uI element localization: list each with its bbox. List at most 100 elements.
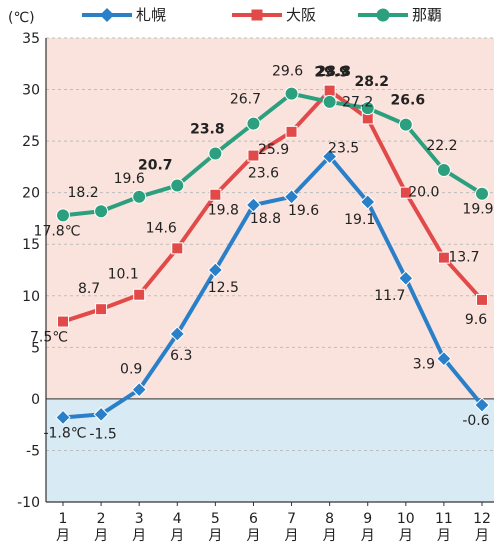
data-label: 23.6 — [248, 166, 279, 182]
series-line — [62, 154, 484, 420]
x-tick-suffix: 月 — [323, 528, 337, 544]
data-point — [170, 178, 185, 193]
y-tick-label: 25 — [22, 134, 40, 150]
data-label: 18.8 — [250, 211, 281, 227]
x-tick-label: 4 — [173, 511, 182, 527]
series-markers — [55, 84, 490, 426]
data-point — [476, 293, 488, 306]
y-tick-label: 5 — [31, 340, 40, 356]
data-point — [398, 270, 414, 286]
data-point — [474, 397, 490, 413]
x-tick-label: 7 — [287, 511, 296, 527]
legend: 札幌 大阪 那覇 — [82, 6, 442, 24]
x-tick-suffix: 月 — [208, 528, 222, 544]
data-label: 14.6 — [146, 220, 177, 236]
data-label: 3.9 — [413, 357, 435, 373]
series-line — [62, 88, 484, 324]
data-labels: -1.8℃ -1.5 0.9 6.3 12.5 18.8 19.6 23.5 19.1 11.7 3… — [30, 64, 494, 443]
x-tick-label: 1 — [59, 511, 68, 527]
x-tick-suffix: 月 — [285, 528, 299, 544]
data-point — [399, 186, 412, 199]
data-point — [285, 125, 298, 138]
data-label: 18.2 — [68, 185, 99, 201]
x-tick-label: 9 — [363, 511, 372, 527]
data-label: 26.6 — [391, 93, 426, 109]
x-tick-suffix: 月 — [475, 528, 489, 544]
data-point — [398, 117, 413, 132]
data-label: 20.0 — [408, 185, 439, 201]
y-tick-label: 0 — [31, 392, 40, 408]
data-label: 12.5 — [208, 280, 239, 296]
data-label: 23.8 — [190, 121, 225, 137]
data-point — [171, 242, 184, 255]
data-label: 26.7 — [230, 92, 261, 108]
data-label: 10.1 — [108, 267, 139, 283]
data-point — [321, 148, 338, 165]
data-label: 6.3 — [170, 348, 192, 364]
legend-marker — [376, 8, 390, 22]
data-point — [437, 251, 450, 264]
data-point — [131, 381, 147, 398]
data-point — [245, 197, 262, 213]
data-label: 8.7 — [78, 281, 100, 297]
x-tick-suffix: 月 — [246, 528, 260, 544]
x-tick-label: 3 — [135, 511, 144, 527]
data-point — [360, 101, 375, 116]
x-tick-label: 2 — [97, 511, 106, 527]
x-tick-label: 10 — [397, 511, 415, 527]
data-label: 19.6 — [114, 171, 145, 187]
axes: 35302520151050-5-101月2月3月4月5月6月7月8月9月10月… — [17, 31, 494, 544]
x-tick-suffix: 月 — [170, 528, 184, 544]
data-label: 20.7 — [138, 157, 173, 173]
data-label: 9.6 — [465, 312, 487, 328]
data-point — [323, 84, 336, 97]
data-point — [132, 189, 147, 204]
data-label: 29.6 — [272, 64, 303, 80]
data-label: 19.1 — [344, 212, 375, 228]
data-point — [207, 262, 224, 278]
data-point — [208, 146, 223, 161]
x-tick-suffix: 月 — [361, 528, 375, 544]
legend-label: 那覇 — [412, 6, 442, 24]
data-point — [56, 208, 70, 223]
data-label: 28.8 — [316, 64, 351, 80]
data-point — [247, 149, 260, 162]
data-label: 23.5 — [328, 141, 359, 157]
x-tick-label: 11 — [435, 511, 453, 527]
data-label: 28.2 — [354, 74, 389, 90]
x-tick-suffix: 月 — [94, 528, 108, 544]
data-label: -1.8℃ — [43, 425, 86, 441]
y-tick-label: 35 — [22, 31, 40, 47]
data-point — [94, 204, 109, 219]
data-point — [360, 194, 376, 210]
data-point — [55, 409, 71, 426]
data-point — [284, 86, 299, 101]
x-tick-suffix: 月 — [56, 528, 70, 544]
data-point — [209, 188, 222, 201]
data-label: 7.5℃ — [30, 330, 68, 346]
y-tick-label: 10 — [22, 289, 40, 305]
data-point — [246, 116, 261, 131]
legend-marker — [251, 9, 263, 21]
data-point — [169, 326, 185, 342]
data-point — [133, 288, 146, 301]
y-unit-label: (℃) — [8, 10, 35, 26]
x-tick-label: 12 — [473, 511, 491, 527]
x-tick-suffix: 月 — [399, 528, 413, 544]
data-label: 19.6 — [288, 203, 319, 219]
data-label: 22.2 — [426, 138, 457, 154]
data-label: 11.7 — [374, 288, 405, 304]
data-point — [95, 303, 108, 316]
y-tick-label: 15 — [22, 237, 40, 253]
y-tick-label: -5 — [26, 443, 40, 459]
data-label: -0.6 — [462, 413, 489, 429]
legend-label: 札幌 — [136, 6, 166, 24]
data-label: 13.7 — [448, 250, 479, 266]
x-tick-label: 8 — [325, 511, 334, 527]
data-label: 19.8 — [208, 203, 239, 219]
data-label: 0.9 — [120, 362, 142, 378]
data-point — [475, 186, 489, 201]
y-tick-label: 30 — [22, 83, 40, 99]
data-label: 17.8℃ — [34, 223, 81, 239]
